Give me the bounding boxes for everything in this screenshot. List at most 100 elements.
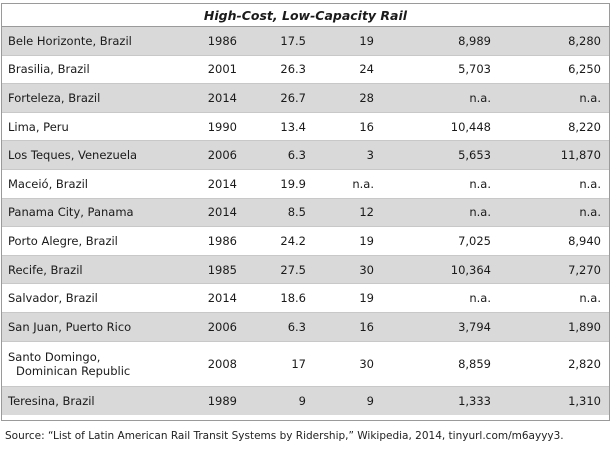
gdp-cell: n.a. (579, 90, 601, 105)
cost-cell: 13.4 (280, 119, 306, 134)
cost-cell: 24.2 (280, 233, 306, 248)
cost-cell: 6.3 (287, 148, 306, 163)
city-name: Panama City, Panama (8, 205, 134, 220)
city-name: Porto Alegre, Brazil (8, 233, 118, 248)
year-cell: 2001 (207, 62, 237, 77)
city-cell: Bele Horizonte, Brazil (2, 34, 162, 48)
city-cell: Panama City, Panama (2, 205, 162, 219)
city-name: Los Teques, Venezuela (8, 148, 138, 163)
city-cell: Maceió, Brazil (2, 177, 162, 191)
table-row: San Juan, Puerto Rico 2006 6.3 16 3,794 1,890 (2, 312, 609, 342)
year-cell: 2014 (207, 90, 237, 105)
cost-cell: 6.3 (287, 319, 306, 334)
population-cell: n.a. (469, 90, 491, 105)
city-cell: San Juan, Puerto Rico (2, 320, 162, 334)
table-row: Porto Alegre, Brazil 1986 24.2 19 7,025 8,940 (2, 227, 609, 256)
city-cell: Recife, Brazil (2, 263, 162, 277)
population-cell: 3,794 (458, 319, 491, 334)
source-note: Source: “List of Latin American Rail Tra… (5, 430, 564, 442)
gdp-cell: n.a. (579, 205, 601, 220)
rail-table: High-Cost, Low-Capacity Rail Bele Horizo… (1, 3, 610, 421)
year-cell: 2014 (207, 205, 237, 220)
population-cell: n.a. (469, 291, 491, 306)
table-row: Recife, Brazil 1985 27.5 30 10,364 7,270 (2, 255, 609, 285)
table-row: Brasilia, Brazil 2001 26.3 24 5,703 6,250 (2, 56, 609, 85)
city-name: Teresina, Brazil (8, 393, 95, 408)
city-cell: Brasilia, Brazil (2, 62, 162, 76)
length-cell: 19 (359, 233, 374, 248)
table-row: Panama City, Panama 2014 8.5 12 n.a. n.a. (2, 198, 609, 228)
population-cell: 8,859 (458, 356, 491, 371)
population-cell: 7,025 (458, 233, 491, 248)
cost-cell: 17.5 (280, 33, 306, 48)
length-cell: 24 (359, 62, 374, 77)
city-name: Maceió, Brazil (8, 176, 89, 191)
year-cell: 1989 (207, 393, 237, 408)
city-cell: Santo Domingo, Dominican Republic (2, 350, 162, 378)
cost-cell: 17 (291, 356, 306, 371)
cost-cell: 18.6 (280, 291, 306, 306)
length-cell: 9 (366, 393, 374, 408)
table-row: Lima, Peru 1990 13.4 16 10,448 8,220 (2, 113, 609, 142)
table-row: Santo Domingo, Dominican Republic 2008 17 30… (2, 342, 609, 387)
gdp-cell: 8,940 (568, 233, 601, 248)
table-row: Salvador, Brazil 2014 18.6 19 n.a. n.a. (2, 284, 609, 313)
population-cell: 5,703 (458, 62, 491, 77)
city-cell: Forteleza, Brazil (2, 91, 162, 105)
population-cell: 10,448 (450, 119, 491, 134)
population-cell: n.a. (469, 176, 491, 191)
gdp-cell: 6,250 (568, 62, 601, 77)
length-cell: 28 (359, 90, 374, 105)
city-cell: Los Teques, Venezuela (2, 148, 162, 162)
year-cell: 1986 (207, 233, 237, 248)
year-cell: 1985 (207, 262, 237, 277)
length-cell: 19 (359, 33, 374, 48)
city-cell: Teresina, Brazil (2, 394, 162, 408)
city-cell: Porto Alegre, Brazil (2, 234, 162, 248)
length-cell: 3 (366, 148, 374, 163)
year-cell: 2014 (207, 291, 237, 306)
length-cell: 12 (359, 205, 374, 220)
city-name: Lima, Peru (8, 119, 69, 134)
city-name: Recife, Brazil (8, 262, 83, 277)
table-row: Forteleza, Brazil 2014 26.7 28 n.a. n.a. (2, 84, 609, 113)
gdp-cell: 8,220 (568, 119, 601, 134)
population-cell: 8,989 (458, 33, 491, 48)
cost-cell: 19.9 (280, 176, 306, 191)
population-cell: 10,364 (450, 262, 491, 277)
cost-cell: 27.5 (280, 262, 306, 277)
gdp-cell: 1,310 (568, 393, 601, 408)
city-name: Brasilia, Brazil (8, 62, 90, 77)
year-cell: 1990 (207, 119, 237, 134)
table-row: Maceió, Brazil 2014 19.9 n.a. n.a. n.a. (2, 170, 609, 199)
length-cell: n.a. (352, 176, 374, 191)
city-cell: Salvador, Brazil (2, 291, 162, 305)
city-name: Salvador, Brazil (8, 291, 98, 306)
length-cell: 30 (359, 262, 374, 277)
city-name: Forteleza, Brazil (8, 90, 101, 105)
length-cell: 30 (359, 356, 374, 371)
gdp-cell: 8,280 (568, 33, 601, 48)
gdp-cell: n.a. (579, 291, 601, 306)
table-row: Los Teques, Venezuela 2006 6.3 3 5,653 11,870 (2, 141, 609, 170)
table-row: Teresina, Brazil 1989 9 9 1,333 1,310 (2, 386, 609, 416)
city-name: Santo Domingo, (8, 349, 101, 364)
table-body: Bele Horizonte, Brazil 1986 17.5 19 8,989 8,2… (2, 27, 609, 416)
year-cell: 2008 (207, 356, 237, 371)
length-cell: 16 (359, 119, 374, 134)
table-row: Bele Horizonte, Brazil 1986 17.5 19 8,989 8,2… (2, 27, 609, 56)
city-name: San Juan, Puerto Rico (8, 319, 132, 334)
population-cell: 1,333 (458, 393, 491, 408)
cost-cell: 26.3 (280, 62, 306, 77)
year-cell: 2006 (207, 319, 237, 334)
gdp-cell: 1,890 (568, 319, 601, 334)
length-cell: 19 (359, 291, 374, 306)
year-cell: 2014 (207, 176, 237, 191)
year-cell: 2006 (207, 148, 237, 163)
gdp-cell: 11,870 (560, 148, 601, 163)
gdp-cell: n.a. (579, 176, 601, 191)
city-name: Bele Horizonte, Brazil (8, 33, 132, 48)
population-cell: n.a. (469, 205, 491, 220)
cost-cell: 8.5 (287, 205, 306, 220)
length-cell: 16 (359, 319, 374, 334)
